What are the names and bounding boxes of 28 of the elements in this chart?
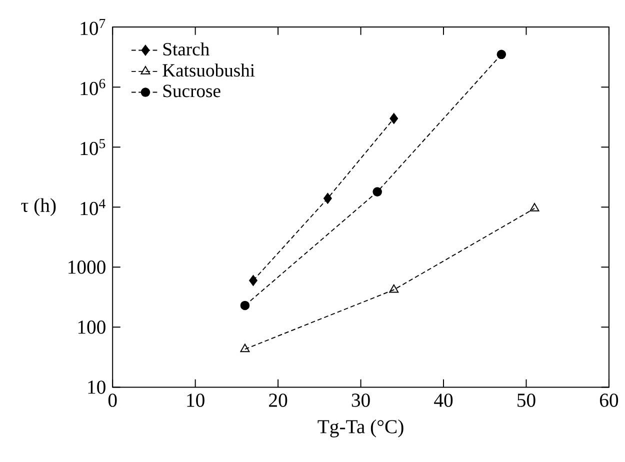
- y-tick-label: 100: [78, 320, 106, 334]
- x-tick-label: 10: [187, 394, 204, 407]
- y-tick-label: 10$^{6}$: [80, 79, 106, 96]
- y-tick-label: 10$^{4}$: [80, 199, 106, 216]
- x-tick-label: 0: [108, 394, 117, 407]
- point: [389, 284, 399, 293]
- x-tick-label: 30: [352, 394, 370, 407]
- point: [324, 193, 332, 204]
- y-tick-label: 1000: [68, 260, 106, 274]
- point: [240, 344, 250, 352]
- point: [249, 275, 258, 286]
- point: [530, 203, 540, 212]
- y-axis-title: τ (h): [21, 198, 56, 216]
- x-tick-label: 50: [518, 394, 536, 407]
- y-tick-label: 10$^{5}$: [80, 139, 106, 156]
- legend-label: Katsuobushi: [162, 64, 255, 77]
- y-tick-label: 10$^{7}$: [80, 19, 106, 36]
- point: [390, 113, 398, 124]
- legend-label: Sucrose: [163, 84, 220, 98]
- x-axis-title: Tg-Ta (°C): [318, 420, 404, 438]
- x-tick-label: 40: [434, 394, 453, 407]
- point: [496, 50, 506, 60]
- x-tick-label: 20: [269, 394, 288, 407]
- point: [372, 187, 382, 197]
- legend-label: Starch: [163, 42, 210, 56]
- y-tick-label: 10: [88, 380, 106, 394]
- x-tick-label: 60: [600, 394, 618, 407]
- point: [240, 300, 250, 310]
